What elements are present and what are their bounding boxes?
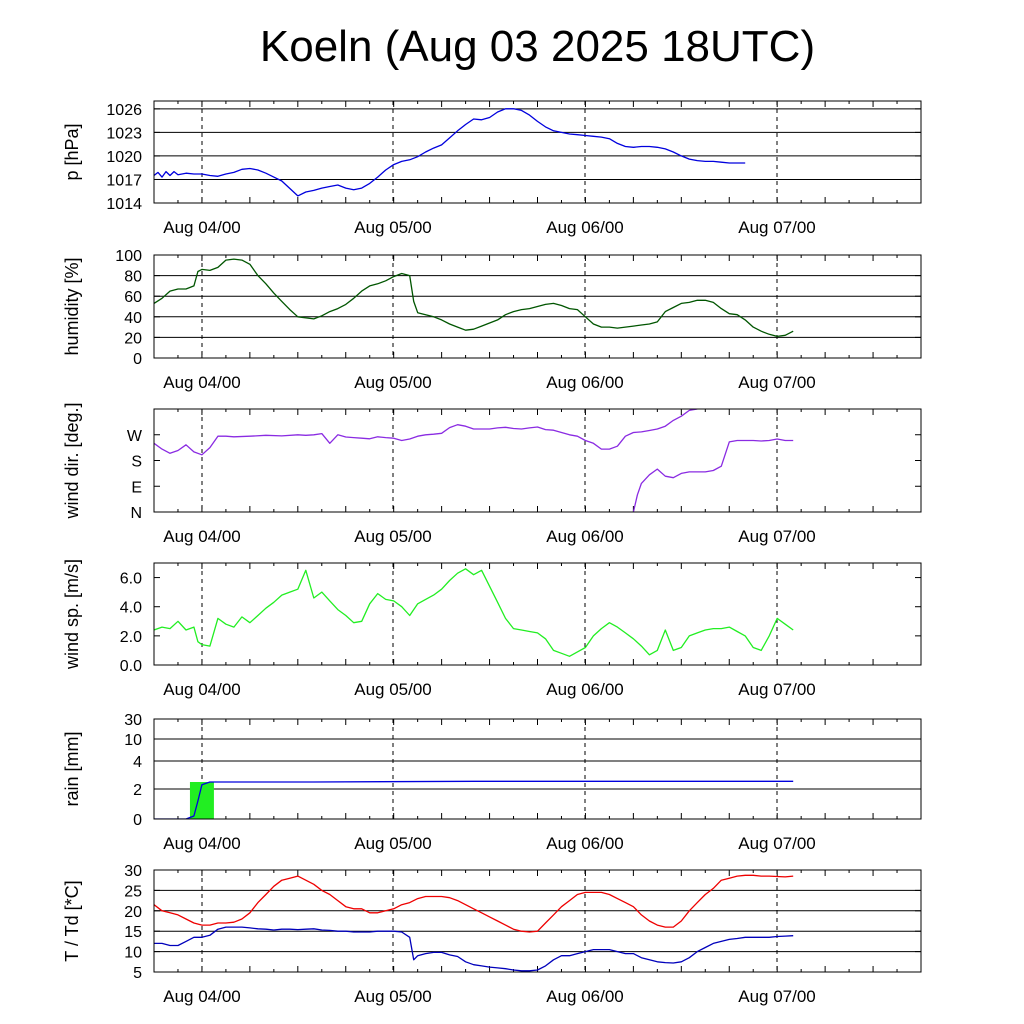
y-tick-label: 60: [124, 289, 142, 306]
plot-frame-rain: [153, 718, 922, 820]
y-axis-label: T / Td [*C]: [62, 880, 82, 961]
y-tick-label: 1017: [106, 172, 142, 189]
x-tick-label: Aug 06/00: [546, 373, 624, 392]
y-tick-label: 1026: [106, 102, 142, 119]
x-tick-label: Aug 07/00: [738, 527, 816, 546]
plot-frame-wind_speed: [153, 562, 922, 666]
x-tick-label: Aug 06/00: [546, 527, 624, 546]
x-tick-label: Aug 04/00: [163, 987, 241, 1006]
x-tick-label: Aug 07/00: [738, 680, 816, 699]
panel-wind_speed: 0.0 2.0 4.0 6.0 wind sp. [m/s] Aug 04/00 Aug 0…: [62, 559, 922, 699]
y-tick-label: 40: [124, 310, 142, 327]
panel-pressure: 1014 1017 1020 1023 1026 p [hPa] Aug 04/00 Aug …: [62, 100, 922, 237]
series-line-rain-0: [154, 780, 794, 819]
y-tick-label: 0: [133, 812, 142, 829]
y-tick-label: 4: [133, 754, 142, 771]
y-tick-label: 20: [124, 330, 142, 347]
y-tick-label: 6.0: [120, 571, 142, 588]
x-tick-label: Aug 05/00: [354, 527, 432, 546]
x-tick-label: Aug 05/00: [354, 834, 432, 853]
plot-frame-pressure: [153, 100, 922, 204]
y-tick-label: 10: [124, 945, 142, 962]
x-tick-label: Aug 05/00: [354, 987, 432, 1006]
x-tick-label: Aug 07/00: [738, 218, 816, 237]
y-axis-label: rain [mm]: [62, 731, 82, 806]
y-tick-label: 100: [115, 248, 142, 265]
series-line-temperature-1: [154, 926, 794, 972]
series-line-humidity-0: [154, 258, 794, 338]
chart-title: Koeln (Aug 03 2025 18UTC): [259, 22, 816, 71]
x-tick-label: Aug 04/00: [163, 373, 241, 392]
y-axis-label: wind sp. [m/s]: [62, 559, 82, 670]
y-tick-label: 1023: [106, 125, 142, 142]
y-axis-label: humidity [%]: [62, 257, 82, 355]
x-tick-label: Aug 06/00: [546, 834, 624, 853]
y-tick-label: 2.0: [120, 629, 142, 646]
x-tick-label: Aug 04/00: [163, 834, 241, 853]
panel-humidity: 0 20 40 60 80 100 humidity [%] Aug 04/00 Aug 05/…: [62, 248, 922, 392]
y-tick-label: 5: [133, 965, 142, 982]
y-tick-label: 1014: [106, 196, 142, 213]
y-tick-label: 2: [133, 782, 142, 799]
x-tick-label: Aug 04/00: [163, 218, 241, 237]
x-tick-label: Aug 06/00: [546, 680, 624, 699]
x-tick-label: Aug 06/00: [546, 218, 624, 237]
plot-frame-wind_direction: [153, 408, 922, 513]
plot-frame-temperature: [153, 869, 922, 973]
series-line-pressure-0: [154, 108, 746, 197]
y-axis-label: wind dir. [deg.]: [62, 402, 82, 519]
x-tick-label: Aug 07/00: [738, 834, 816, 853]
y-tick-label: 30: [124, 863, 142, 880]
plot-frame-humidity: [153, 254, 922, 359]
y-tick-label: 15: [124, 924, 142, 941]
series-line-wind_speed-0: [154, 568, 794, 657]
y-tick-label: 10: [124, 732, 142, 749]
y-tick-label: 0.0: [120, 658, 142, 675]
y-tick-label: 4.0: [120, 600, 142, 617]
y-tick-label: N: [130, 505, 142, 522]
y-tick-label: E: [131, 479, 142, 496]
rain-bar-0: [189, 782, 214, 819]
panel-rain: 0 2 4 10 30 rain [mm] Aug 04/00 Aug 05/00 Aug 06…: [62, 712, 922, 853]
x-tick-label: Aug 04/00: [163, 680, 241, 699]
panel-temperature: 5 10 15 20 25 30 T / Td [*C] Aug 04/00 Aug 05/00…: [62, 863, 922, 1006]
y-tick-label: 25: [124, 883, 142, 900]
y-tick-label: 20: [124, 904, 142, 921]
y-tick-label: 1020: [106, 149, 142, 166]
y-axis-label: p [hPa]: [62, 123, 82, 180]
y-tick-label: 0: [133, 351, 142, 368]
series-line-wind_direction-0: [154, 409, 794, 512]
y-tick-label: S: [131, 454, 142, 471]
y-tick-label: 80: [124, 269, 142, 286]
x-tick-label: Aug 07/00: [738, 987, 816, 1006]
x-tick-label: Aug 05/00: [354, 680, 432, 699]
y-tick-label: 30: [124, 712, 142, 729]
x-tick-label: Aug 04/00: [163, 527, 241, 546]
x-tick-label: Aug 06/00: [546, 987, 624, 1006]
x-tick-label: Aug 07/00: [738, 373, 816, 392]
series-line-temperature-0: [154, 874, 794, 933]
y-tick-label: W: [127, 428, 143, 445]
x-tick-label: Aug 05/00: [354, 218, 432, 237]
x-tick-label: Aug 05/00: [354, 373, 432, 392]
